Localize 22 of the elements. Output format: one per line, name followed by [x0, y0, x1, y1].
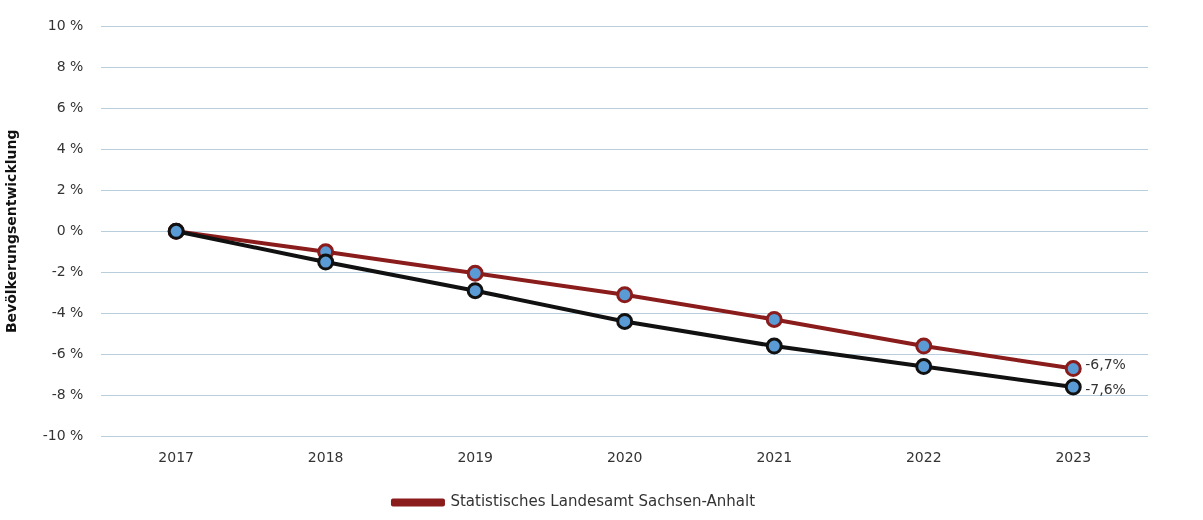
y-tick-label: 8 %: [56, 58, 84, 75]
y-tick-label: 6 %: [56, 99, 84, 115]
x-tick-label: 2023: [1055, 449, 1092, 466]
y-tick-label: -8 %: [51, 385, 84, 402]
y-tick-label: -6 %: [51, 344, 84, 361]
legend-label: Statistisches Landesamt Sachsen-Anhalt: [450, 492, 756, 511]
y-tick-label: 2 %: [56, 180, 84, 197]
y-tick-label: 4 %: [56, 139, 84, 156]
data-label: -6,7%: [1085, 356, 1126, 373]
x-tick-label: 2018: [307, 449, 344, 466]
y-tick-label: -10 %: [42, 426, 84, 443]
y-tick-label: -4 %: [51, 303, 84, 320]
x-tick-label: 2017: [158, 449, 194, 466]
x-tick-label: 2021: [756, 449, 793, 466]
y-axis-title: Bevölkerungsentwicklung: [3, 129, 20, 334]
data-label: -7,6%: [1085, 380, 1126, 397]
y-tick-label: 10 %: [47, 17, 84, 34]
x-tick-label: 2020: [606, 449, 643, 466]
x-tick-label: 2022: [905, 449, 942, 466]
x-tick-label: 2019: [457, 449, 494, 466]
y-tick-label: 0 %: [56, 221, 84, 238]
y-tick-label: -2 %: [51, 262, 84, 279]
